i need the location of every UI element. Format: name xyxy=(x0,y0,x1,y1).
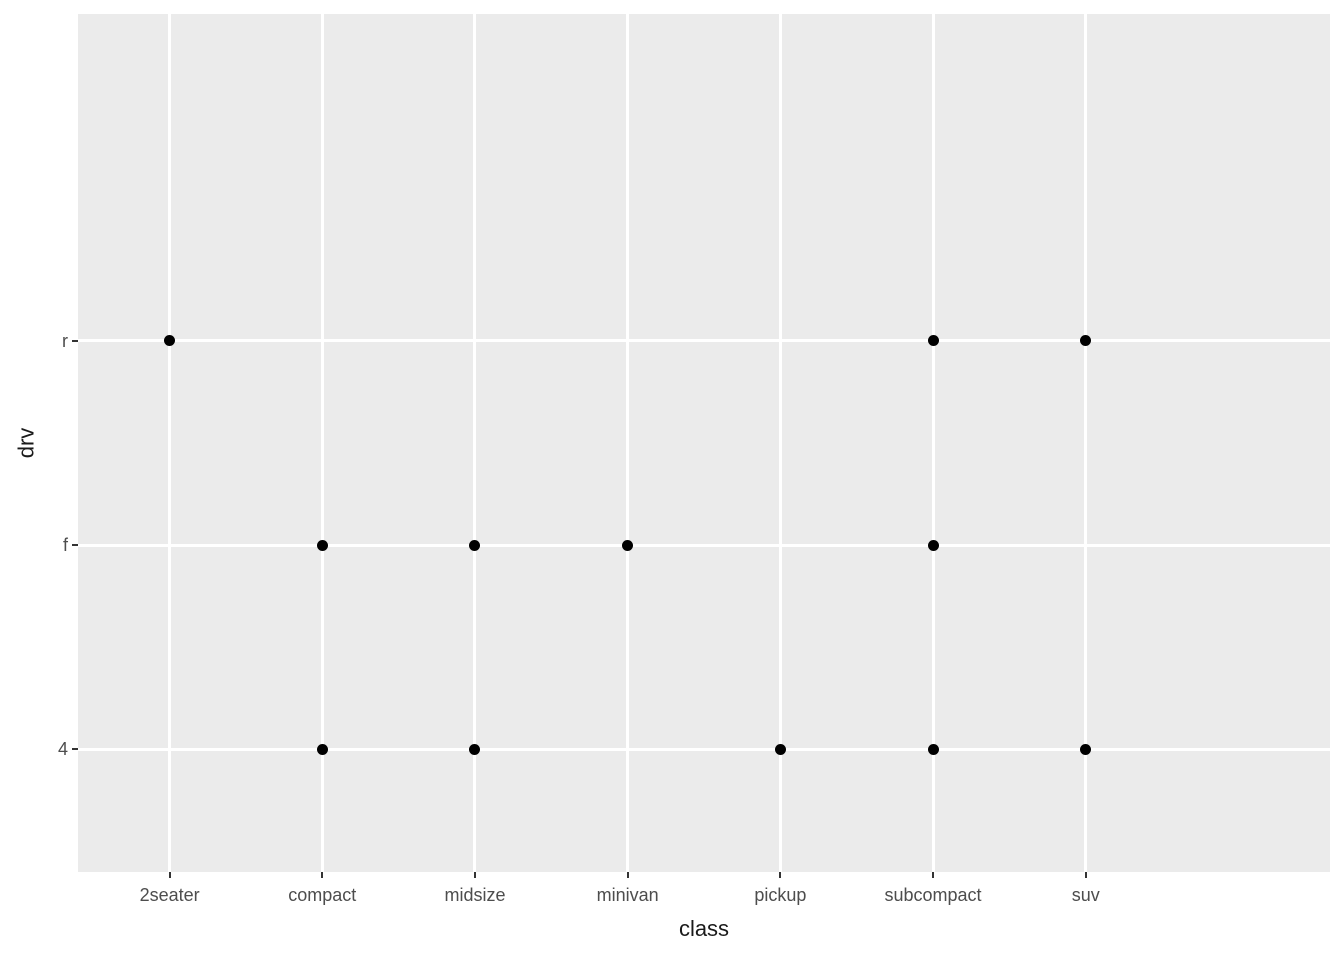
gridline-x-subcompact xyxy=(931,14,935,872)
data-point-compact-4 xyxy=(316,743,328,755)
y-axis-title: drv xyxy=(13,427,39,459)
data-point-pickup-4 xyxy=(774,743,786,755)
x-tick-compact xyxy=(321,872,324,878)
data-point-midsize-4 xyxy=(469,743,481,755)
x-tick-label-suv: suv xyxy=(1071,885,1100,905)
gridline-x-compact xyxy=(320,14,324,872)
y-tick-label-4: 4 xyxy=(57,739,68,760)
x-tick-midsize xyxy=(473,872,476,878)
data-point-midsize-f xyxy=(469,539,481,551)
x-tick-label-2seater: 2seater xyxy=(139,885,200,905)
x-tick-label-subcompact: subcompact xyxy=(884,885,982,905)
x-tick-suv xyxy=(1084,872,1087,878)
data-point-minivan-f xyxy=(622,539,634,551)
data-point-compact-f xyxy=(316,539,328,551)
data-point-suv-4 xyxy=(1080,743,1092,755)
gridline-x-2seater xyxy=(168,14,172,872)
x-tick-label-compact: compact xyxy=(288,885,357,905)
data-point-suv-r xyxy=(1080,335,1092,347)
data-point-subcompact-4 xyxy=(927,743,939,755)
gridline-x-pickup xyxy=(778,14,782,872)
gridline-y-r xyxy=(78,339,1330,343)
gridline-x-minivan xyxy=(626,14,630,872)
gridline-y-4 xyxy=(78,747,1330,751)
x-axis-title: class xyxy=(678,916,730,941)
gridline-y-f xyxy=(78,543,1330,547)
x-tick-label-midsize: midsize xyxy=(444,885,506,905)
x-tick-minivan xyxy=(626,872,629,878)
x-tick-pickup xyxy=(779,872,782,878)
x-tick-label-minivan: minivan xyxy=(596,885,659,905)
data-point-subcompact-f xyxy=(927,539,939,551)
x-tick-2seater xyxy=(168,872,171,878)
data-point-2seater-r xyxy=(164,335,176,347)
y-tick-f xyxy=(72,544,78,547)
gridline-x-midsize xyxy=(473,14,477,872)
y-tick-label-f: f xyxy=(62,535,68,556)
data-point-subcompact-r xyxy=(927,335,939,347)
gridline-x-suv xyxy=(1084,14,1088,872)
plot-panel xyxy=(78,14,1330,872)
x-tick-subcompact xyxy=(932,872,935,878)
y-tick-r xyxy=(72,339,78,342)
y-tick-4 xyxy=(72,748,78,751)
x-tick-label-pickup: pickup xyxy=(754,885,807,905)
y-tick-label-r: r xyxy=(62,330,68,351)
